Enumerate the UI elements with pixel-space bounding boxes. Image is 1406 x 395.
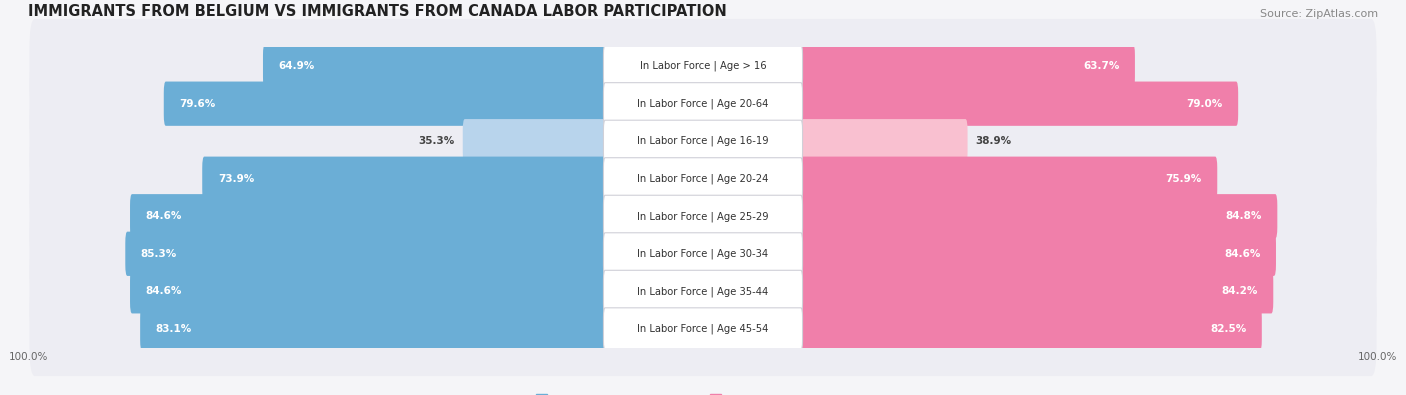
FancyBboxPatch shape bbox=[30, 19, 1376, 113]
FancyBboxPatch shape bbox=[603, 120, 803, 162]
Text: 82.5%: 82.5% bbox=[1211, 324, 1246, 334]
FancyBboxPatch shape bbox=[30, 244, 1376, 339]
FancyBboxPatch shape bbox=[141, 307, 704, 351]
Text: 35.3%: 35.3% bbox=[419, 136, 454, 146]
FancyBboxPatch shape bbox=[702, 307, 1261, 351]
FancyBboxPatch shape bbox=[603, 233, 803, 275]
Text: 84.8%: 84.8% bbox=[1226, 211, 1261, 221]
Text: In Labor Force | Age 16-19: In Labor Force | Age 16-19 bbox=[637, 136, 769, 147]
FancyBboxPatch shape bbox=[263, 44, 704, 88]
FancyBboxPatch shape bbox=[202, 156, 704, 201]
Text: 85.3%: 85.3% bbox=[141, 249, 177, 259]
Text: In Labor Force | Age 30-34: In Labor Force | Age 30-34 bbox=[637, 248, 769, 259]
FancyBboxPatch shape bbox=[30, 282, 1376, 376]
Text: 83.1%: 83.1% bbox=[156, 324, 193, 334]
FancyBboxPatch shape bbox=[30, 207, 1376, 301]
Text: 84.6%: 84.6% bbox=[1225, 249, 1260, 259]
FancyBboxPatch shape bbox=[30, 94, 1376, 188]
Text: 84.2%: 84.2% bbox=[1222, 286, 1258, 296]
Text: 79.0%: 79.0% bbox=[1187, 99, 1223, 109]
Text: 63.7%: 63.7% bbox=[1083, 61, 1119, 71]
FancyBboxPatch shape bbox=[603, 158, 803, 200]
FancyBboxPatch shape bbox=[603, 308, 803, 350]
Text: In Labor Force | Age 20-24: In Labor Force | Age 20-24 bbox=[637, 173, 769, 184]
FancyBboxPatch shape bbox=[702, 194, 1277, 239]
Text: 38.9%: 38.9% bbox=[976, 136, 1012, 146]
FancyBboxPatch shape bbox=[603, 270, 803, 312]
Text: In Labor Force | Age > 16: In Labor Force | Age > 16 bbox=[640, 61, 766, 71]
Text: In Labor Force | Age 20-64: In Labor Force | Age 20-64 bbox=[637, 98, 769, 109]
Text: 64.9%: 64.9% bbox=[278, 61, 315, 71]
FancyBboxPatch shape bbox=[129, 269, 704, 314]
Text: IMMIGRANTS FROM BELGIUM VS IMMIGRANTS FROM CANADA LABOR PARTICIPATION: IMMIGRANTS FROM BELGIUM VS IMMIGRANTS FR… bbox=[28, 4, 727, 19]
FancyBboxPatch shape bbox=[603, 83, 803, 125]
Legend: Immigrants from Belgium, Immigrants from Canada: Immigrants from Belgium, Immigrants from… bbox=[533, 391, 873, 395]
Text: 84.6%: 84.6% bbox=[146, 286, 181, 296]
Text: In Labor Force | Age 35-44: In Labor Force | Age 35-44 bbox=[637, 286, 769, 297]
FancyBboxPatch shape bbox=[30, 56, 1376, 151]
FancyBboxPatch shape bbox=[702, 81, 1239, 126]
Text: 84.6%: 84.6% bbox=[146, 211, 181, 221]
FancyBboxPatch shape bbox=[463, 119, 704, 164]
Text: 79.6%: 79.6% bbox=[180, 99, 215, 109]
FancyBboxPatch shape bbox=[603, 195, 803, 237]
Text: Source: ZipAtlas.com: Source: ZipAtlas.com bbox=[1260, 9, 1378, 19]
Text: In Labor Force | Age 45-54: In Labor Force | Age 45-54 bbox=[637, 324, 769, 334]
Text: 73.9%: 73.9% bbox=[218, 174, 254, 184]
FancyBboxPatch shape bbox=[163, 81, 704, 126]
FancyBboxPatch shape bbox=[702, 44, 1135, 88]
FancyBboxPatch shape bbox=[129, 194, 704, 239]
FancyBboxPatch shape bbox=[30, 132, 1376, 226]
FancyBboxPatch shape bbox=[702, 269, 1274, 314]
FancyBboxPatch shape bbox=[603, 45, 803, 87]
FancyBboxPatch shape bbox=[125, 231, 704, 276]
FancyBboxPatch shape bbox=[702, 119, 967, 164]
FancyBboxPatch shape bbox=[702, 156, 1218, 201]
FancyBboxPatch shape bbox=[30, 169, 1376, 263]
FancyBboxPatch shape bbox=[702, 231, 1277, 276]
Text: 75.9%: 75.9% bbox=[1166, 174, 1202, 184]
Text: In Labor Force | Age 25-29: In Labor Force | Age 25-29 bbox=[637, 211, 769, 222]
